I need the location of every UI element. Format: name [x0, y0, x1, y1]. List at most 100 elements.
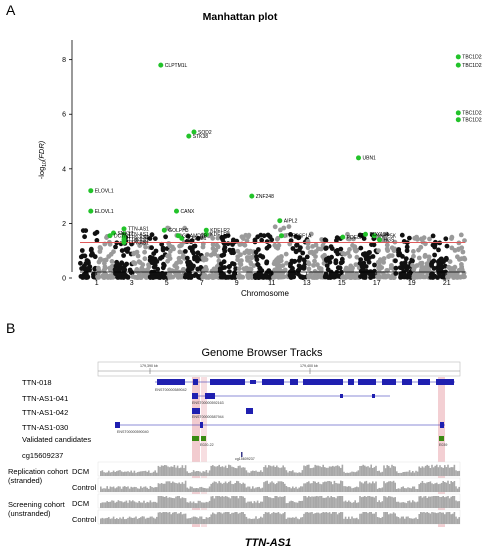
coverage-bar — [421, 512, 424, 524]
highlighted-point — [363, 231, 368, 237]
coverage-bar — [223, 482, 225, 492]
highlighted-point — [277, 218, 283, 224]
manhattan-point — [422, 252, 428, 258]
manhattan-point — [312, 269, 318, 274]
coverage-bar — [194, 471, 196, 476]
manhattan-point — [400, 254, 405, 259]
coverage-bar — [341, 512, 344, 524]
coverage-bar — [269, 482, 272, 492]
manhattan-point — [242, 242, 248, 248]
coverage-bar — [426, 482, 428, 492]
coverage-bar — [359, 466, 361, 476]
coverage-bar — [143, 500, 145, 508]
coverage-bar — [399, 472, 401, 476]
coverage-bar — [336, 496, 339, 508]
track-label-cg15609237: cg15609237 — [22, 451, 63, 460]
manhattan-point — [123, 247, 129, 253]
coverage-bar — [421, 497, 424, 508]
coverage-bar — [232, 512, 235, 524]
manhattan-point — [258, 232, 264, 238]
coverage-bar — [287, 487, 289, 492]
coverage-bar — [213, 498, 216, 508]
coverage-bar — [144, 518, 147, 524]
coverage-bar — [101, 470, 104, 476]
coverage-bar — [421, 481, 424, 492]
coverage-bar — [330, 496, 332, 508]
coverage-bar — [415, 488, 417, 492]
manhattan-point — [158, 256, 163, 261]
coverage-bar — [373, 513, 376, 524]
manhattan-point — [402, 273, 408, 279]
gene-label: DDX19A — [370, 232, 390, 238]
coverage-bar — [352, 471, 355, 476]
manhattan-point — [176, 259, 182, 265]
coverage-bar — [226, 483, 228, 492]
coverage-bar — [189, 486, 192, 492]
manhattan-point — [323, 246, 329, 251]
coverage-bar — [293, 472, 296, 476]
y-tick-label: 2 — [62, 221, 66, 228]
coverage-bar — [197, 488, 200, 492]
manhattan-point — [161, 263, 167, 268]
manhattan-point — [358, 257, 364, 262]
coverage-bar — [324, 512, 326, 524]
coverage-bar — [116, 518, 118, 524]
coverage-bar — [396, 501, 398, 508]
y-tick-label: 4 — [62, 166, 66, 173]
coverage-bar — [394, 513, 396, 524]
coverage-bar — [245, 516, 248, 524]
coverage-bar — [186, 487, 188, 492]
coverage-bar — [124, 519, 126, 524]
coverage-bar — [306, 497, 308, 508]
manhattan-point — [393, 265, 399, 271]
coverage-bar — [364, 481, 366, 492]
coverage-bar — [146, 501, 148, 508]
manhattan-point — [85, 259, 91, 264]
coverage-bar — [426, 497, 428, 508]
coverage-bar — [288, 517, 291, 524]
coverage-bar — [269, 465, 272, 476]
coverage-bar — [420, 467, 422, 476]
coverage-bar — [439, 465, 441, 476]
coverage-bar — [308, 481, 310, 492]
coverage-bar — [399, 518, 401, 524]
gene-label: TBC1D22A — [462, 55, 482, 61]
manhattan-point — [419, 236, 424, 242]
highlighted-point — [179, 235, 185, 241]
coverage-bar — [346, 472, 348, 476]
coverage-bar — [130, 486, 132, 492]
coverage-bar — [207, 488, 209, 492]
highlighted-point — [455, 62, 461, 68]
coverage-bar — [127, 486, 129, 492]
coverage-bar — [128, 500, 131, 508]
manhattan-point — [98, 256, 103, 262]
coverage-bar — [308, 464, 310, 476]
coverage-bar — [292, 517, 294, 524]
coverage-bar — [344, 500, 347, 508]
coverage-bar — [218, 496, 220, 508]
coverage-bar — [304, 483, 307, 492]
coverage-bar — [316, 483, 318, 492]
coverage-bar — [271, 498, 273, 508]
manhattan-point — [324, 263, 330, 268]
manhattan-point — [337, 265, 343, 271]
coverage-bar — [437, 484, 440, 492]
cohort-1-dcm-label: DCM — [72, 467, 89, 476]
manhattan-point — [251, 263, 257, 268]
coverage-bar — [224, 512, 227, 524]
coverage-bar — [445, 512, 448, 524]
coverage-bar — [268, 483, 270, 492]
highlighted-point — [371, 233, 377, 239]
coverage-bar — [122, 516, 124, 524]
coverage-bar — [304, 496, 307, 508]
coverage-bar — [359, 481, 361, 492]
manhattan-point — [436, 247, 441, 253]
coverage-bar — [370, 496, 372, 508]
coverage-bar — [132, 472, 134, 476]
coverage-bar — [413, 518, 416, 524]
manhattan-point — [272, 224, 278, 230]
manhattan-point — [462, 238, 467, 244]
coverage-bar — [378, 517, 380, 524]
coverage-bar — [312, 496, 315, 508]
coverage-bar — [200, 516, 203, 524]
